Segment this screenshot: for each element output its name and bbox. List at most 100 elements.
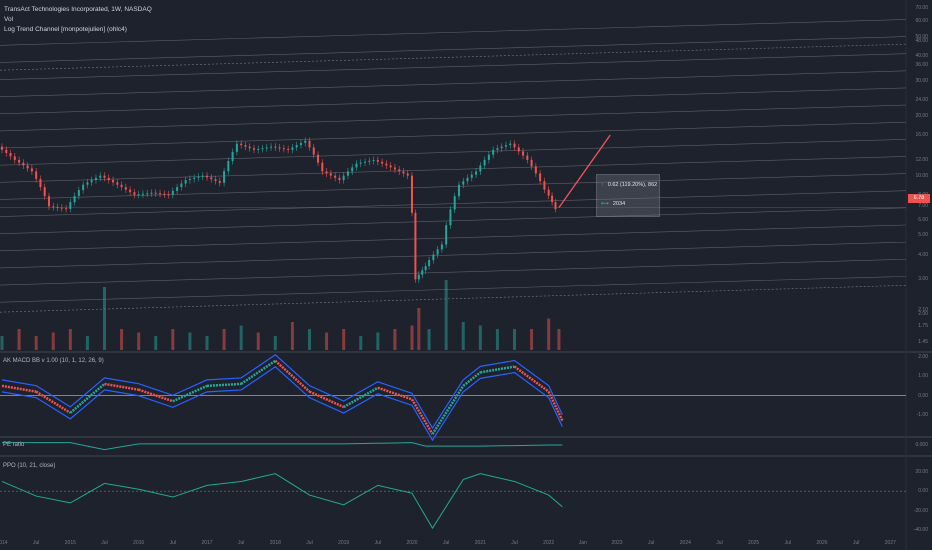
time-tick-label: 2026: [816, 540, 828, 546]
candle-body: [171, 190, 174, 195]
macd-segment: [138, 388, 174, 403]
candle-body: [417, 274, 420, 280]
volume-bar: [188, 332, 192, 350]
volume-bar: [342, 329, 346, 350]
trend-channel-line: [0, 156, 907, 183]
candle-body: [492, 149, 495, 155]
volume-legend: Vol: [4, 16, 14, 23]
time-tick-label: 2016: [133, 540, 145, 546]
time-tick-label: 2014: [0, 540, 8, 546]
price-tick-label: 2.10: [918, 307, 928, 314]
channel-legend: Log Trend Channel [monpotejulien] (ohlc4…: [4, 26, 127, 33]
macd-segment: [377, 386, 413, 401]
macd-segment: [308, 390, 345, 409]
macd-segment: [410, 398, 434, 435]
candle-body: [381, 161, 384, 164]
chart-title: TransAct Technologies Incorporated, 1W, …: [4, 6, 152, 13]
volume-bar: [557, 329, 561, 350]
time-tick-label: Jul: [784, 540, 792, 546]
trend-channel-line: [0, 224, 907, 252]
indicator-tick-label: -20.00: [913, 507, 928, 514]
trend-channel-line: [0, 53, 907, 80]
candle-body: [449, 209, 452, 226]
trend-channel-line: [0, 139, 907, 166]
candle-body: [26, 165, 29, 169]
candle-body: [120, 184, 123, 188]
trend-channel-line: [0, 19, 907, 46]
candle-body: [163, 193, 166, 195]
candle-body: [201, 175, 204, 177]
candle-body: [35, 171, 38, 179]
candle-body: [167, 194, 170, 196]
candle-body: [346, 171, 349, 176]
candle-body: [421, 270, 424, 275]
candle-body: [43, 187, 46, 197]
volume-bar: [530, 329, 534, 350]
volume-bar: [137, 332, 141, 350]
time-tick-label: Jul: [442, 540, 450, 546]
candle-body: [133, 192, 136, 195]
candle-body: [479, 165, 482, 172]
trend-channel-line: [0, 87, 907, 115]
trend-channel-lower-dash: [0, 284, 907, 313]
price-tick-label: 1.45: [918, 338, 928, 345]
candle-body: [368, 160, 371, 162]
candle-body: [214, 179, 217, 181]
candle-body: [406, 173, 409, 176]
candle-body: [402, 171, 405, 174]
volume-bar: [120, 329, 124, 350]
volume-bar: [34, 336, 38, 350]
macd-segment: [431, 385, 465, 435]
candle-body: [18, 159, 21, 163]
candle-body: [22, 162, 25, 166]
candle-body: [500, 146, 503, 149]
time-tick-label: Jul: [32, 540, 40, 546]
candle-body: [206, 175, 208, 178]
volume-bar: [417, 308, 421, 350]
candle-body: [530, 159, 533, 167]
volume-bar: [222, 329, 226, 350]
trend-channel-line: [0, 70, 907, 97]
candle-body: [223, 171, 226, 183]
time-tick-label: Jul: [374, 540, 382, 546]
volume-bar: [547, 318, 551, 350]
volume-bar: [68, 329, 72, 350]
indicator-tick-label: 1.00: [918, 373, 928, 380]
pe-line: [2, 442, 563, 451]
macd-segment: [274, 359, 311, 393]
candle-body: [487, 154, 490, 160]
candle-body: [52, 206, 55, 208]
candle-body: [176, 187, 179, 191]
trend-channel-line: [0, 173, 907, 200]
candle-body: [5, 149, 8, 154]
price-tick-label: 12.00: [915, 156, 928, 163]
candle-body: [457, 184, 460, 197]
macd-bb-upper: [1, 354, 563, 430]
candle-body: [47, 196, 50, 207]
price-tick-label: 24.00: [915, 97, 928, 104]
candle-body: [116, 182, 119, 185]
macd-segment: [172, 384, 208, 403]
candle-body: [424, 266, 427, 271]
macd-segment: [1, 384, 37, 393]
trend-channel-line: [0, 276, 907, 303]
candle-body: [231, 151, 234, 162]
candle-body: [321, 162, 324, 172]
candle-body: [334, 175, 337, 178]
indicator-tick-label: 0.00: [918, 488, 928, 495]
indicator-tick-label: 0.000: [915, 442, 928, 448]
candle-body: [248, 146, 251, 149]
candle-body: [436, 249, 439, 255]
candle-body: [65, 208, 68, 210]
candle-body: [154, 192, 157, 194]
measure-tool-box[interactable]: ↕ 0.62 (119.20%), 862 ⟷ 2034: [596, 174, 660, 217]
macd-segment: [240, 359, 277, 385]
candle-body: [9, 153, 12, 157]
candle-body: [252, 148, 255, 150]
volume-bar: [205, 336, 209, 350]
candle-body: [551, 195, 554, 203]
time-tick-label: 2018: [269, 540, 281, 546]
trend-channel-line: [0, 36, 907, 63]
candle-body: [56, 206, 59, 208]
